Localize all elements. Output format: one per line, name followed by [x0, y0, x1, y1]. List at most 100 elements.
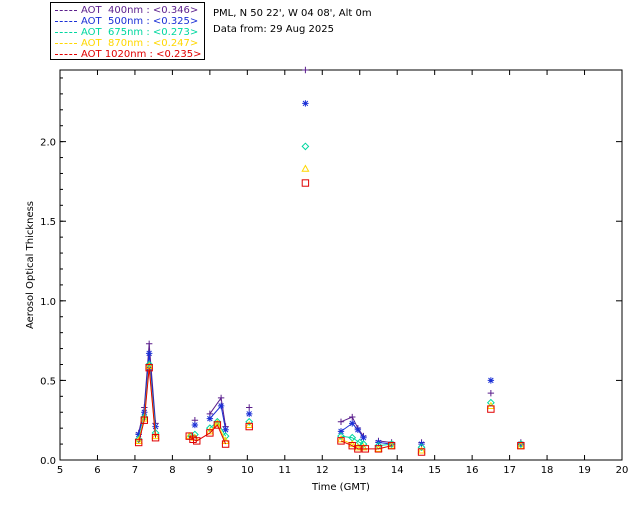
data-point — [193, 437, 201, 445]
x-tick-label: 12 — [316, 465, 329, 476]
data-point — [145, 340, 153, 347]
y-axis: 0.0 0.5 1.0 1.5 2.0 — [40, 77, 622, 467]
data-point — [191, 421, 199, 429]
data-point — [222, 426, 229, 433]
data-point — [152, 423, 159, 430]
data-point — [205, 427, 214, 435]
series-0 — [135, 66, 525, 446]
data-point — [387, 441, 396, 449]
data-point — [337, 437, 345, 445]
y-tick-label: 0.0 — [40, 456, 56, 467]
x-tick-label: 6 — [94, 465, 100, 476]
legend-entry: AOT 500nm : <0.325> — [55, 16, 198, 27]
data-point — [206, 415, 214, 422]
legend-label: AOT 870nm : <0.247> — [81, 38, 199, 49]
x-tick-label: 7 — [132, 465, 138, 476]
legend: AOT 400nm : <0.346> AOT 500nm : <0.325> AO… — [50, 2, 205, 60]
data-point — [302, 66, 309, 74]
data-point — [374, 441, 383, 450]
legend-line-swatch — [55, 20, 77, 22]
data-point — [359, 440, 368, 448]
data-point — [151, 434, 160, 442]
data-point — [374, 445, 383, 453]
data-point — [217, 394, 225, 402]
data-point — [221, 440, 230, 448]
data-point — [349, 420, 356, 427]
data-point — [217, 402, 225, 410]
data-point — [213, 421, 222, 429]
legend-label: AOT 675nm : <0.273> — [81, 27, 199, 38]
data-point — [135, 431, 142, 438]
plot-frame — [59, 69, 623, 461]
data-point — [388, 440, 395, 448]
data-point — [516, 441, 525, 449]
data-point — [134, 438, 143, 447]
x-tick-label: 13 — [353, 465, 366, 476]
data-point — [360, 434, 367, 441]
series-line — [139, 364, 521, 445]
legend-entry: AOT 675nm : <0.273> — [55, 27, 198, 38]
legend-line-swatch — [55, 42, 77, 44]
legend-label: AOT 400nm : <0.346> — [81, 5, 199, 16]
series-3 — [134, 164, 525, 454]
data-point — [337, 428, 345, 435]
data-point — [206, 429, 214, 437]
data-point — [246, 404, 253, 411]
data-point — [301, 164, 310, 172]
series-2 — [134, 142, 525, 452]
data-point — [134, 435, 143, 444]
legend-line-swatch — [55, 31, 77, 33]
data-point — [189, 435, 197, 444]
data-point — [516, 440, 525, 448]
x-tick-label: 9 — [207, 465, 213, 476]
data-point — [151, 429, 160, 437]
data-point — [336, 435, 346, 443]
y-tick-label: 0.5 — [40, 376, 56, 387]
data-point — [417, 448, 426, 456]
data-point — [337, 432, 345, 441]
series-line — [139, 353, 521, 444]
y-tick-label: 1.0 — [40, 297, 56, 308]
data-point — [221, 432, 230, 441]
data-point — [487, 405, 495, 413]
y-axis-label: Aerosol Optical Thickness — [25, 201, 36, 329]
x-tick-label: 18 — [541, 465, 554, 476]
data-point — [353, 443, 362, 451]
series-4 — [134, 179, 525, 456]
legend-line-swatch — [55, 53, 77, 55]
site-info: PML, N 50 22', W 04 08', Alt 0m — [213, 8, 372, 19]
data-point — [487, 377, 495, 384]
data-point — [387, 441, 396, 450]
data-point — [301, 142, 310, 151]
data-point — [349, 413, 356, 421]
x-tick-label: 8 — [169, 465, 175, 476]
data-point — [417, 443, 426, 452]
data-point — [245, 422, 253, 431]
data-point — [354, 426, 362, 433]
data-point — [348, 439, 357, 448]
x-axis-label: Time (GMT) — [311, 482, 370, 493]
legend-label: AOT 1020nm : <0.235> — [81, 49, 202, 60]
data-point — [487, 389, 495, 397]
x-tick-label: 16 — [466, 465, 479, 476]
x-tick-label: 5 — [57, 465, 63, 476]
data-point — [145, 350, 153, 357]
legend-label: AOT 500nm : <0.325> — [81, 16, 199, 27]
data-point — [151, 431, 160, 440]
x-tick-label: 19 — [578, 465, 591, 476]
data-point — [337, 418, 345, 425]
data-date: Data from: 29 Aug 2025 — [213, 24, 334, 35]
data-point — [141, 409, 148, 416]
x-tick-label: 17 — [503, 465, 516, 476]
x-tick-label: 15 — [428, 465, 441, 476]
data-point — [245, 417, 254, 426]
data-point — [205, 424, 214, 433]
legend-entry: AOT 400nm : <0.346> — [55, 5, 198, 16]
data-point — [354, 445, 362, 453]
data-point — [302, 100, 309, 107]
series-layer — [134, 66, 525, 456]
x-tick-label: 20 — [616, 465, 629, 476]
data-point — [245, 420, 254, 429]
y-tick-label: 2.0 — [40, 138, 56, 149]
